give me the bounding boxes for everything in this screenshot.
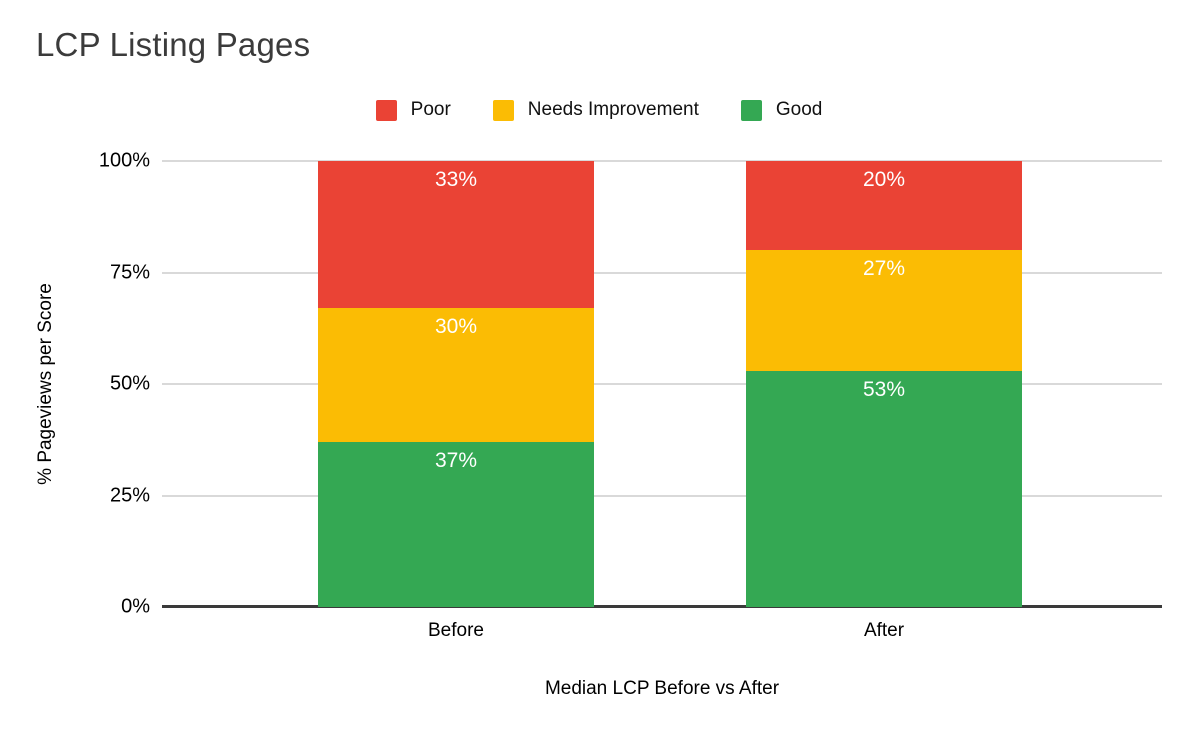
- bar-segment-value-label: 30%: [434, 315, 478, 339]
- bar-segment-needs-improvement: 30%: [318, 308, 594, 442]
- y-tick-label: 75%: [109, 261, 150, 283]
- x-tick-label: After: [863, 620, 905, 641]
- legend-item: Poor: [375, 99, 451, 121]
- y-tick-label: 0%: [121, 595, 150, 618]
- bar-segment-poor: 33%: [318, 161, 594, 309]
- y-axis-tick-labels: 0% 25% 50% 75% 100%: [0, 150, 150, 618]
- legend: Poor Needs Improvement Good: [0, 99, 1198, 121]
- bar-segment-value-label: 37%: [434, 448, 478, 472]
- bar-after: 53% 27% 20%: [746, 161, 1022, 607]
- chart-title: LCP Listing Pages: [36, 26, 311, 63]
- bar-segment-poor: 20%: [746, 161, 1022, 251]
- gridline: [162, 160, 1162, 162]
- y-axis-title: % Pageviews per Score: [35, 283, 56, 485]
- bar-segment-needs-improvement: 27%: [746, 250, 1022, 371]
- legend-label: Poor: [410, 99, 451, 120]
- x-axis-line: [162, 605, 1162, 608]
- bar-segment-good: 37%: [318, 441, 594, 607]
- gridline: [162, 271, 1162, 274]
- bar-before: 37% 30% 33%: [318, 161, 594, 607]
- gridline: [162, 494, 1162, 497]
- y-tick-label: 100%: [98, 149, 150, 172]
- legend-swatch-icon: [375, 99, 397, 121]
- bar-segment-value-label: 20%: [862, 168, 906, 192]
- legend-item: Needs Improvement: [492, 99, 699, 121]
- gridline: [162, 383, 1162, 385]
- bar-segment-good: 53%: [746, 370, 1022, 607]
- legend-swatch-icon: [740, 99, 762, 121]
- y-tick-label: 50%: [109, 372, 150, 395]
- y-tick-label: 25%: [109, 484, 150, 506]
- x-tick-label: Before: [428, 620, 484, 641]
- legend-swatch-icon: [492, 99, 514, 121]
- x-axis-tick-labels: Before After: [162, 620, 1162, 646]
- legend-label: Good: [775, 99, 823, 120]
- bar-segment-value-label: 27%: [862, 257, 906, 281]
- bar-segment-value-label: 53%: [862, 377, 906, 401]
- x-axis-title: Median LCP Before vs After: [544, 678, 780, 699]
- bar-segment-value-label: 33%: [434, 168, 478, 192]
- plot-area: 37% 30% 33% 53% 27% 20%: [162, 160, 1162, 608]
- legend-label: Needs Improvement: [527, 99, 699, 120]
- legend-item: Good: [740, 99, 823, 121]
